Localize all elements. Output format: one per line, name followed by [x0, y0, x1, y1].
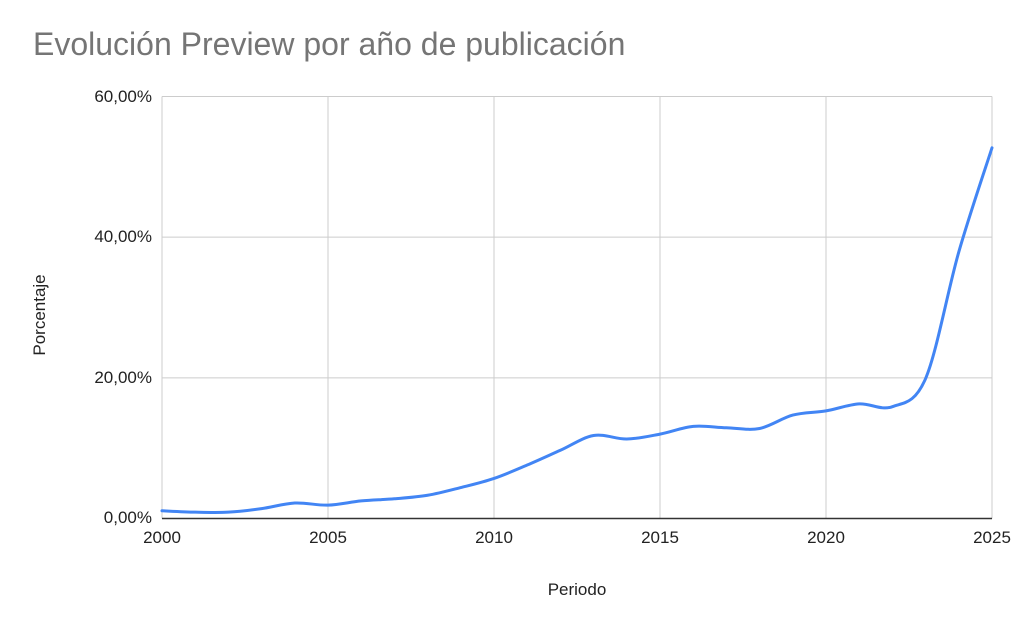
y-tick-label: 60,00%: [94, 87, 152, 106]
x-tick-label: 2025: [973, 528, 1011, 547]
data-line: [160, 146, 994, 514]
y-tick-label: 0,00%: [103, 508, 152, 527]
chart-title: Evolución Preview por año de publicación: [33, 26, 626, 62]
y-tick-label: 40,00%: [94, 227, 152, 246]
x-tick-label: 2015: [641, 528, 679, 547]
x-tick-label: 2005: [309, 528, 347, 547]
x-tick-label: 2000: [143, 528, 181, 547]
x-tick-label: 2010: [475, 528, 513, 547]
y-tick-label: 20,00%: [94, 368, 152, 387]
x-tick-label: 2020: [807, 528, 845, 547]
x-axis-title: Periodo: [547, 580, 607, 599]
gridlines: [161, 96, 993, 519]
